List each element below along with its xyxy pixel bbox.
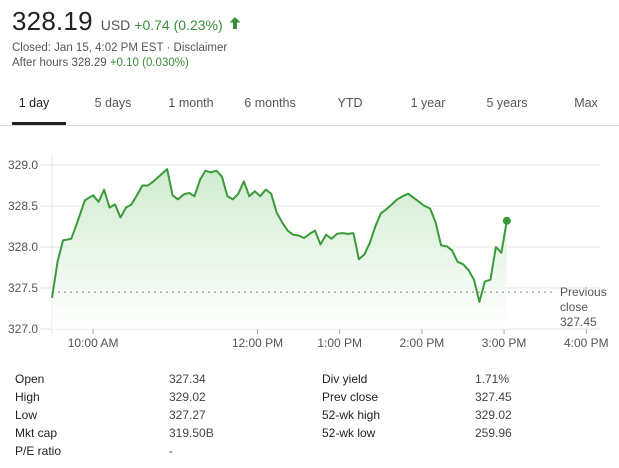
stat-label: Low <box>15 408 38 422</box>
y-tick-label: 328.0 <box>8 240 38 254</box>
stat-value: 259.96 <box>475 426 512 440</box>
y-tick-label: 327.0 <box>8 322 38 336</box>
range-tabs: 1 day 5 days 1 month 6 months YTD 1 year… <box>0 86 619 126</box>
price-row: 328.19 USD +0.74 (0.23%) <box>12 6 612 37</box>
stat-value: 329.02 <box>475 408 512 422</box>
tab-ytd[interactable]: YTD <box>337 96 363 110</box>
quote-header: 328.19 USD +0.74 (0.23%) Closed: Jan 15,… <box>12 6 612 71</box>
stat-value: 319.50B <box>169 426 214 440</box>
price-chart[interactable]: 329.0 328.5 328.0 327.5 327.0 10:00 AM 12:00 P… <box>0 140 619 355</box>
market-status: Closed: Jan 15, 4:02 PM EST · Disclaimer <box>12 41 612 56</box>
stat-value: - <box>169 444 173 458</box>
price-chart-svg: 329.0 328.5 328.0 327.5 327.0 10:00 AM 12:00 P… <box>8 155 609 350</box>
meta-separator: · <box>163 42 174 54</box>
x-tick-label: 10:00 AM <box>68 336 119 350</box>
key-stats-table: Open 327.34 Div yield 1.71% High 329.02 … <box>15 372 605 462</box>
y-tick-label: 327.5 <box>8 281 38 295</box>
stat-label: High <box>15 390 40 404</box>
arrow-up-icon <box>229 17 241 29</box>
x-tick-label: 12:00 PM <box>232 336 283 350</box>
price-change: +0.74 (0.23%) <box>134 17 223 33</box>
stat-value: 327.34 <box>169 372 206 386</box>
stat-value: 329.02 <box>169 390 206 404</box>
tab-1-day[interactable]: 1 day <box>18 96 50 110</box>
stat-value: 1.71% <box>475 372 510 386</box>
stat-label: Open <box>15 372 45 386</box>
stats-row: High 329.02 Prev close 327.45 <box>15 390 605 408</box>
after-hours-price: After hours 328.29 <box>12 57 107 69</box>
x-tick-label: 3:00 PM <box>482 336 527 350</box>
y-tick-label: 328.5 <box>8 199 38 213</box>
stats-row: Low 327.27 52-wk high 329.02 <box>15 408 605 426</box>
tab-max[interactable]: Max <box>574 96 598 110</box>
stat-label: Prev close <box>322 390 379 404</box>
stats-row: Open 327.34 Div yield 1.71% <box>15 372 605 390</box>
current-price: 328.19 <box>12 6 93 36</box>
price-line <box>51 168 508 303</box>
after-hours-change: +0.10 (0.030%) <box>109 57 189 69</box>
x-tick-label: 4:00 PM <box>564 336 609 350</box>
after-hours: After hours 328.29 +0.10 (0.030%) <box>12 56 612 71</box>
x-tick-label: 1:00 PM <box>317 336 362 350</box>
previous-close-label: 327.45 <box>560 315 597 329</box>
tab-5-years[interactable]: 5 years <box>486 96 528 110</box>
tab-6-months[interactable]: 6 months <box>244 96 296 110</box>
tab-5-days[interactable]: 5 days <box>94 96 132 110</box>
closed-time: Closed: Jan 15, 4:02 PM EST <box>12 42 164 54</box>
tab-1-month[interactable]: 1 month <box>168 96 214 110</box>
stats-row: Mkt cap 319.50B 52-wk low 259.96 <box>15 426 605 444</box>
previous-close-label: close <box>560 300 588 314</box>
x-tick-label: 2:00 PM <box>400 336 445 350</box>
active-tab-indicator <box>12 122 66 125</box>
stat-label: Mkt cap <box>15 426 58 440</box>
stat-value: 327.27 <box>169 408 206 422</box>
y-tick-label: 329.0 <box>8 158 38 172</box>
stat-label: P/E ratio <box>15 444 62 458</box>
price-area-fill <box>52 169 507 329</box>
stats-row: P/E ratio - <box>15 444 605 462</box>
stat-value: 327.45 <box>475 390 512 404</box>
stat-label: 52-wk high <box>322 408 381 422</box>
stat-label: Div yield <box>322 372 368 386</box>
stat-label: 52-wk low <box>322 426 376 440</box>
disclaimer-link[interactable]: Disclaimer <box>173 42 228 54</box>
tab-1-year[interactable]: 1 year <box>410 96 446 110</box>
last-price-marker <box>502 216 511 225</box>
previous-close-label: Previous <box>560 285 607 299</box>
currency-label: USD <box>100 17 131 33</box>
